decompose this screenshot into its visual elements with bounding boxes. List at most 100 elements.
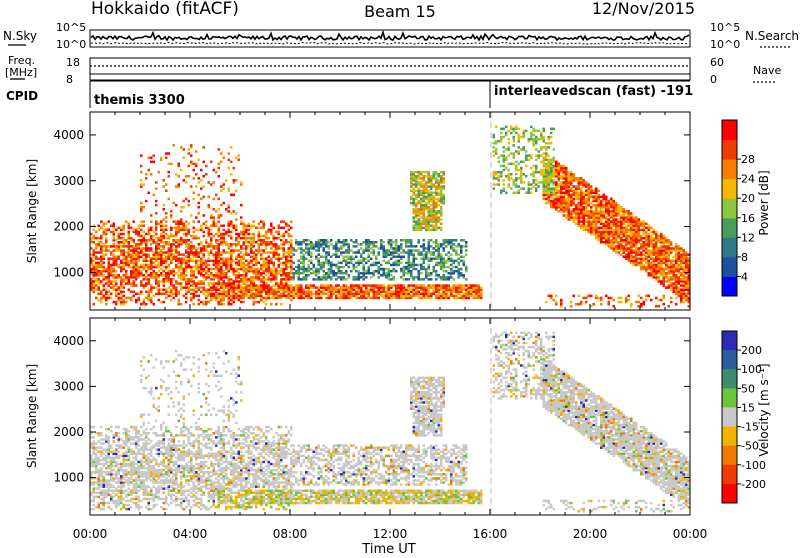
heatmap-cell	[223, 225, 226, 228]
heatmap-cell	[595, 204, 598, 207]
heatmap-cell	[315, 256, 318, 259]
heatmap-cell	[455, 239, 458, 242]
heatmap-cell	[105, 229, 108, 232]
nave-tick-bottom: 0	[710, 73, 717, 86]
heatmap-cell	[620, 297, 623, 300]
heatmap-cell	[215, 210, 218, 213]
heatmap-cell	[395, 239, 398, 242]
heatmap-cell	[643, 258, 646, 261]
heatmap-cell	[185, 239, 188, 242]
heatmap-cell	[305, 239, 308, 242]
heatmap-cell	[430, 208, 433, 211]
heatmap-cell	[175, 272, 178, 275]
heatmap-cell	[220, 204, 223, 207]
heatmap-cell	[450, 258, 453, 261]
heatmap-cell	[588, 183, 591, 186]
heatmap-cell	[213, 274, 216, 277]
heatmap-cell	[273, 235, 276, 238]
heatmap-cell	[143, 274, 146, 277]
heatmap-cell	[418, 270, 421, 273]
heatmap-cell	[325, 251, 328, 254]
heatmap-cell	[638, 258, 641, 261]
heatmap-cell	[565, 214, 568, 217]
heatmap-cell	[540, 146, 543, 149]
heatmap-cell	[260, 253, 263, 256]
heatmap-cell	[258, 262, 261, 265]
heatmap-cell	[653, 258, 656, 261]
noise-right-label: N.Search	[745, 29, 799, 43]
heatmap-cell	[163, 278, 166, 281]
heatmap-cell	[213, 282, 216, 285]
heatmap-cell	[600, 196, 603, 199]
heatmap-cell	[518, 190, 521, 193]
heatmap-cell	[213, 245, 216, 248]
heatmap-cell	[198, 181, 201, 184]
heatmap-cell	[413, 198, 416, 201]
heatmap-cell	[448, 284, 451, 287]
heatmap-cell	[225, 282, 228, 285]
heatmap-cell	[393, 276, 396, 279]
heatmap-cell	[245, 260, 248, 263]
heatmap-cell	[188, 286, 191, 289]
heatmap-cell	[275, 243, 278, 246]
heatmap-cell	[390, 270, 393, 273]
heatmap-cell	[103, 223, 106, 226]
heatmap-cell	[410, 196, 413, 199]
heatmap-cell	[358, 297, 361, 300]
heatmap-cell	[290, 239, 293, 242]
heatmap-cell	[313, 278, 316, 281]
heatmap-cell	[100, 297, 103, 300]
heatmap-cell	[165, 216, 168, 219]
heatmap-cell	[615, 202, 618, 205]
heatmap-cell	[620, 301, 623, 304]
heatmap-cell	[300, 272, 303, 275]
heatmap-cell	[280, 235, 283, 238]
heatmap-cell	[173, 297, 176, 300]
heatmap-cell	[530, 183, 533, 186]
heatmap-cell	[140, 247, 143, 250]
heatmap-cell	[280, 274, 283, 277]
heatmap-cell	[400, 251, 403, 254]
heatmap-cell	[130, 227, 133, 230]
heatmap-cell	[633, 249, 636, 252]
heatmap-cell	[210, 237, 213, 240]
heatmap-cell	[115, 301, 118, 304]
heatmap-cell	[415, 171, 418, 174]
heatmap-cell	[280, 262, 283, 265]
heatmap-cell	[173, 227, 176, 230]
heatmap-cell	[185, 260, 188, 263]
heatmap-cell	[563, 214, 566, 217]
heatmap-cell	[200, 258, 203, 261]
heatmap-cell	[195, 229, 198, 232]
heatmap-cell	[545, 163, 548, 166]
heatmap-cell	[535, 159, 538, 162]
heatmap-cell	[140, 171, 143, 174]
heatmap-cell	[378, 262, 381, 265]
heatmap-cell	[548, 136, 551, 139]
heatmap-cell	[168, 171, 171, 174]
site-title: Hokkaido (fitACF)	[91, 0, 239, 19]
heatmap-cell	[150, 297, 153, 300]
heatmap-cell	[193, 245, 196, 248]
power-heatmap-cells	[90, 126, 690, 308]
heatmap-cell	[430, 225, 433, 228]
heatmap-cell	[358, 270, 361, 273]
heatmap-cell	[148, 274, 151, 277]
heatmap-cell	[573, 295, 576, 298]
heatmap-cell	[460, 239, 463, 242]
heatmap-cell	[233, 179, 236, 182]
heatmap-cell	[208, 264, 211, 267]
heatmap-cell	[430, 293, 433, 296]
heatmap-cell	[103, 266, 106, 269]
heatmap-cell	[248, 229, 251, 232]
heatmap-cell	[143, 225, 146, 228]
heatmap-cell	[328, 268, 331, 271]
heatmap-cell	[98, 293, 101, 296]
heatmap-cell	[650, 231, 653, 234]
heatmap-cell	[545, 142, 548, 145]
heatmap-cell	[155, 212, 158, 215]
heatmap-cell	[93, 303, 96, 306]
heatmap-cell	[195, 163, 198, 166]
heatmap-cell	[585, 190, 588, 193]
heatmap-cell	[525, 130, 528, 133]
